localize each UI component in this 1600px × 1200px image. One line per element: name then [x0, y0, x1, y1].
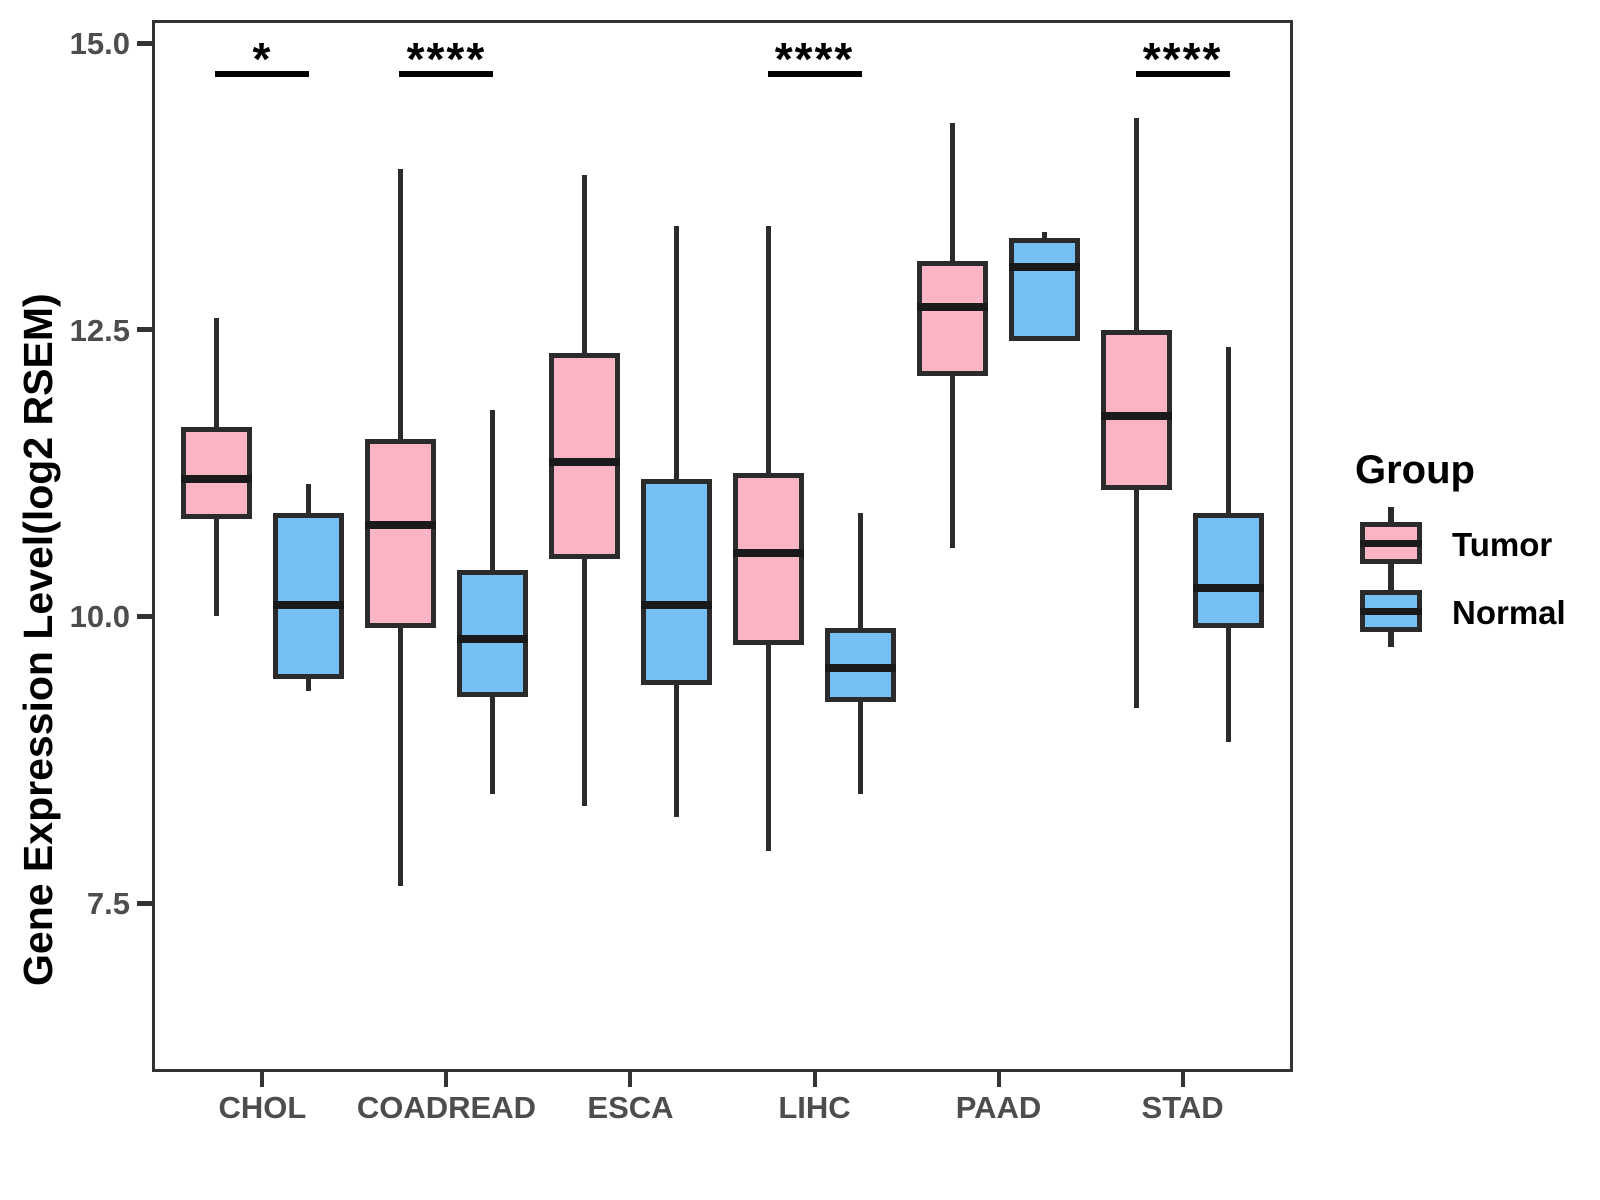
x-tick-mark	[628, 1072, 633, 1087]
significance-stars-STAD: ****	[1142, 33, 1223, 85]
upper-whisker-CHOL-normal	[305, 484, 311, 514]
box-CHOL-tumor	[180, 427, 252, 519]
x-axis-category-label: ESCA	[587, 1090, 674, 1125]
lower-whisker-CHOL-normal	[305, 679, 311, 691]
upper-whisker-STAD-tumor	[1134, 117, 1140, 330]
median-PAAD-tumor	[917, 302, 989, 311]
upper-whisker-PAAD-tumor	[950, 123, 956, 261]
y-tick-mark	[137, 40, 152, 46]
x-axis-category-label: PAAD	[955, 1090, 1042, 1125]
significance-bar-STAD	[1135, 71, 1230, 77]
median-COADREAD-tumor	[364, 520, 436, 529]
y-tick-mark	[137, 327, 152, 333]
box-ESCA-tumor	[548, 352, 620, 559]
significance-stars-COADREAD: ****	[406, 33, 487, 85]
median-LIHC-normal	[825, 663, 897, 672]
lower-whisker-STAD-tumor	[1134, 490, 1140, 709]
lower-whisker-LIHC-tumor	[766, 645, 772, 852]
x-axis-category-label: COADREAD	[356, 1090, 536, 1125]
upper-whisker-COADREAD-tumor	[397, 169, 403, 439]
median-PAAD-normal	[1009, 262, 1081, 271]
lower-whisker-STAD-normal	[1226, 627, 1232, 743]
lower-whisker-COADREAD-tumor	[397, 627, 403, 886]
lower-whisker-CHOL-tumor	[213, 518, 219, 617]
y-tick-label: 15.0	[69, 26, 130, 61]
box-ESCA-normal	[640, 478, 712, 686]
y-tick-mark	[137, 900, 152, 906]
median-CHOL-tumor	[180, 474, 252, 483]
legend-title: Group	[1355, 448, 1475, 492]
lower-whisker-ESCA-tumor	[581, 559, 587, 806]
y-tick-label: 10.0	[69, 599, 130, 635]
legend-key-median-normal	[1360, 607, 1422, 615]
y-tick-label: 12.5	[69, 312, 130, 348]
lower-whisker-COADREAD-normal	[489, 696, 495, 795]
lower-whisker-PAAD-tumor	[950, 375, 956, 548]
significance-stars-CHOL: *	[252, 33, 273, 85]
upper-whisker-LIHC-tumor	[766, 226, 772, 473]
legend-label-tumor: Tumor	[1452, 526, 1553, 563]
box-LIHC-tumor	[733, 473, 805, 645]
median-STAD-normal	[1193, 583, 1265, 592]
box-COADREAD-normal	[456, 570, 528, 697]
upper-whisker-CHOL-tumor	[213, 318, 219, 428]
x-axis-category-label: STAD	[1141, 1090, 1224, 1125]
box-STAD-tumor	[1101, 329, 1173, 491]
median-ESCA-normal	[640, 600, 712, 609]
upper-whisker-COADREAD-normal	[489, 409, 495, 571]
upper-whisker-LIHC-normal	[858, 513, 864, 628]
upper-whisker-ESCA-normal	[673, 226, 679, 479]
legend-key-median-tumor	[1360, 539, 1422, 547]
x-axis-category-label: LIHC	[778, 1090, 851, 1125]
upper-whisker-STAD-normal	[1226, 346, 1232, 514]
significance-bar-LIHC	[767, 71, 862, 77]
significance-bar-COADREAD	[399, 71, 494, 77]
x-tick-mark	[812, 1072, 817, 1087]
upper-whisker-PAAD-normal	[1042, 232, 1048, 238]
median-COADREAD-normal	[456, 635, 528, 644]
median-ESCA-tumor	[548, 457, 620, 466]
y-tick-label: 7.5	[86, 886, 130, 922]
y-tick-mark	[137, 613, 152, 619]
median-CHOL-normal	[272, 600, 344, 609]
median-STAD-tumor	[1101, 411, 1173, 420]
box-STAD-normal	[1193, 513, 1265, 628]
box-PAAD-normal	[1009, 237, 1081, 342]
lower-whisker-ESCA-normal	[673, 685, 679, 817]
significance-stars-LIHC: ****	[774, 33, 855, 85]
box-COADREAD-tumor	[364, 438, 436, 628]
x-tick-mark	[260, 1072, 265, 1087]
x-tick-mark	[996, 1072, 1001, 1087]
significance-bar-CHOL	[215, 71, 310, 77]
x-axis-category-label: CHOL	[218, 1090, 307, 1125]
median-LIHC-tumor	[733, 549, 805, 558]
box-CHOL-normal	[272, 513, 344, 680]
x-tick-mark	[1180, 1072, 1185, 1087]
lower-whisker-LIHC-normal	[858, 702, 864, 795]
x-tick-mark	[444, 1072, 449, 1087]
box-PAAD-tumor	[917, 260, 989, 376]
legend-label-normal: Normal	[1452, 594, 1566, 631]
y-axis-title: Gene Expression Level(log2 RSEM)	[15, 293, 61, 986]
upper-whisker-ESCA-tumor	[581, 174, 587, 353]
